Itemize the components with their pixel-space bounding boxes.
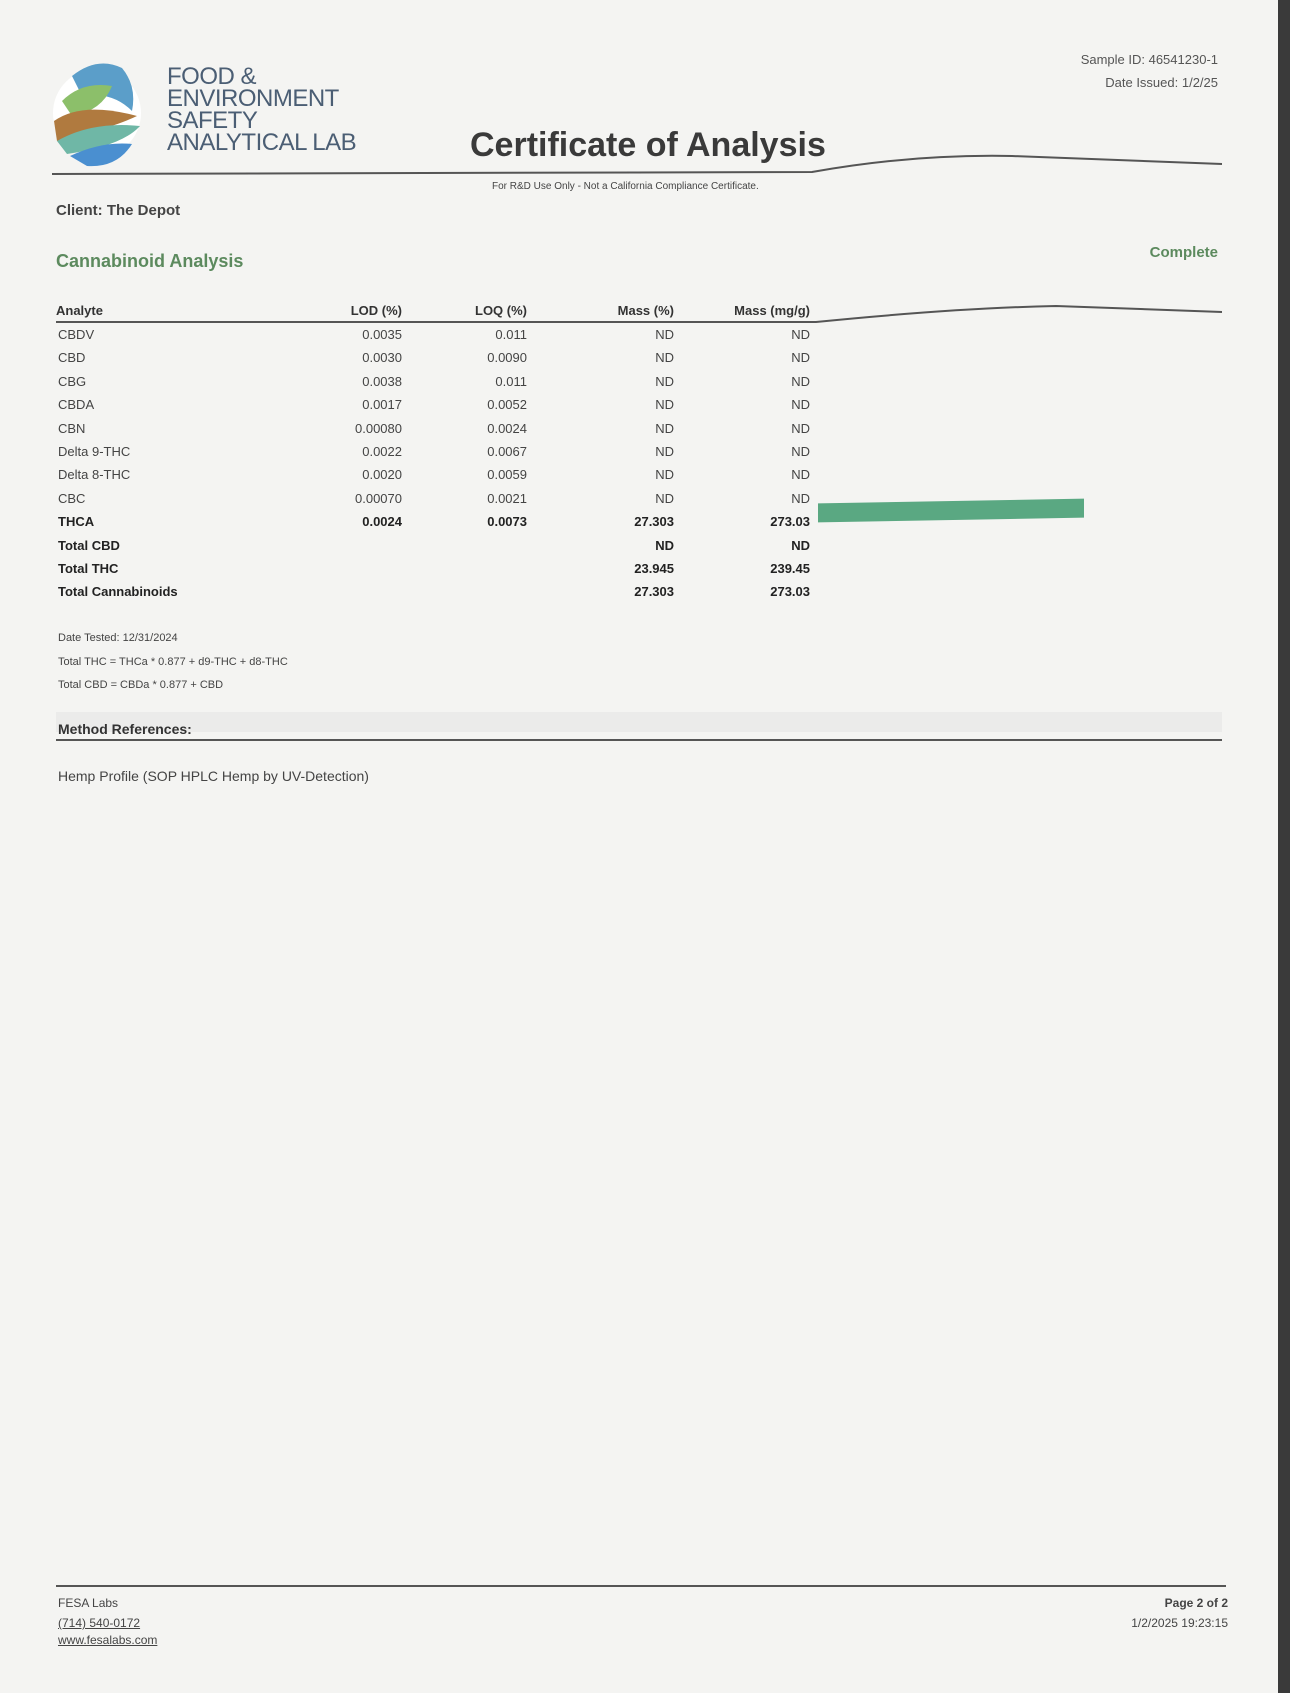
table-cell-mass-pct: 27.303 [634,584,674,600]
table-cell-analyte: THCA [58,514,95,530]
header-divider [52,154,1222,175]
table-cell-analyte: Total Cannabinoids [58,584,178,600]
table-cell-lod: 0.0017 [362,397,402,413]
table-cell-lod: 0.00070 [355,490,402,506]
table-cell-mass-pct: ND [655,327,674,342]
table-cell-loq: 0.0067 [487,444,527,459]
method-references-title: Method References: [58,721,192,737]
table-cell-mass-mg: 239.45 [770,561,810,576]
total-thc-formula: Total THC = THCa * 0.877 + d9-THC + d8-T… [58,656,288,668]
table-cell-mass-mg: ND [791,444,810,459]
logo-line: SAFETY [167,107,258,134]
table-cell-loq: 0.011 [495,327,527,342]
table-cell-loq: 0.0059 [487,467,527,483]
table-cell-loq: 0.0073 [487,514,527,530]
table-cell-loq: 0.0052 [487,397,527,413]
table-cell-mass-pct: ND [655,373,674,389]
footer-divider [56,1585,1226,1587]
table-cell-lod: 0.0038 [362,373,402,389]
table-cell-mass-mg: ND [791,373,810,389]
col-loq: LOQ (%) [475,303,527,318]
footer-phone[interactable]: (714) 540-0172 [58,1616,141,1630]
table-cell-mass-pct: ND [655,350,674,366]
lab-logo [53,63,141,167]
table-cell-analyte: CBN [58,420,86,436]
col-mass-pct: Mass (%) [617,303,674,318]
table-header-divider [56,304,1222,323]
table-cell-analyte: CBDA [58,397,95,413]
table-cell-mass-pct: ND [655,397,674,413]
table-cell-mass-mg: ND [791,490,810,506]
table-cell-lod: 0.0030 [362,350,402,366]
table-cell-analyte: Delta 9-THC [58,444,131,459]
logo-text: FOOD & ENVIRONMENT SAFETY ANALYTICAL LAB [167,63,357,156]
thca-bar [818,498,1084,523]
method-band [56,712,1222,732]
footer-lab: FESA Labs [58,1596,119,1610]
table-cell-loq: 0.011 [495,373,527,389]
table-cell-lod: 0.0024 [362,514,402,530]
table-cell-mass-mg: ND [791,350,810,366]
table-cell-mass-pct: ND [655,490,674,506]
footer-timestamp: 1/2/2025 19:23:15 [1131,1616,1228,1630]
table-cell-analyte: CBC [58,490,86,506]
total-cbd-formula: Total CBD = CBDa * 0.877 + CBD [58,679,224,691]
page-number: Page 2 of 2 [1164,1596,1228,1610]
table-cell-mass-pct: ND [655,467,674,483]
table-cell-mass-pct: ND [655,537,674,553]
table-cell-analyte: CBG [58,373,87,389]
table-cell-loq: 0.0021 [487,490,527,506]
table-cell-mass-pct: 23.945 [634,561,674,576]
table-cell-mass-mg: ND [791,537,810,553]
table-cell-mass-mg: ND [791,420,810,436]
date-tested: Date Tested: 12/31/2024 [58,632,178,644]
col-lod: LOD (%) [350,303,402,318]
table-cell-loq: 0.0024 [487,420,527,436]
table-cell-lod: 0.0035 [362,327,402,342]
table-cell-analyte: Delta 8-THC [58,467,131,483]
logo-line: ANALYTICAL LAB [167,129,357,156]
footer-website[interactable]: www.fesalabs.com [58,1633,158,1647]
method-item: Hemp Profile (SOP HPLC Hemp by UV-Detect… [58,768,369,784]
method-divider [56,739,1222,741]
table-cell-loq: 0.0090 [487,350,527,366]
table-cell-mass-mg: 273.03 [770,514,810,530]
table-cell-mass-mg: ND [791,467,810,483]
table-cell-lod: 0.0020 [362,467,402,483]
table-cell-analyte: CBDV [58,327,95,342]
subtitle: For R&D Use Only - Not a California Comp… [492,181,759,192]
table-cell-mass-pct: ND [655,444,674,459]
table-cell-mass-mg: ND [791,397,810,413]
table-cell-mass-pct: ND [655,420,674,436]
table-cell-mass-mg: 273.03 [770,584,810,600]
table-cell-lod: 0.0022 [362,444,402,459]
section-title: Cannabinoid Analysis [56,251,244,271]
page-edge-shadow [1278,0,1290,1693]
table-cell-mass-mg: ND [791,327,810,342]
logo-line: FOOD & [167,63,257,90]
col-mass-mg: Mass (mg/g) [734,303,810,318]
table-cell-lod: 0.00080 [355,420,402,436]
table-cell-analyte: CBD [58,350,86,366]
logo-line: ENVIRONMENT [167,85,339,112]
table-cell-analyte: Total CBD [58,537,120,553]
status-badge: Complete [1149,244,1218,261]
table-cell-analyte: Total THC [58,561,119,576]
client-name: Client: The Depot [56,202,181,219]
sample-id: Sample ID: 46541230-1 [1080,52,1218,67]
page-title: Certificate of Analysis [470,126,826,164]
table-cell-mass-pct: 27.303 [634,514,674,530]
date-issued: Date Issued: 1/2/25 [1105,75,1218,90]
col-analyte: Analyte [56,303,103,318]
